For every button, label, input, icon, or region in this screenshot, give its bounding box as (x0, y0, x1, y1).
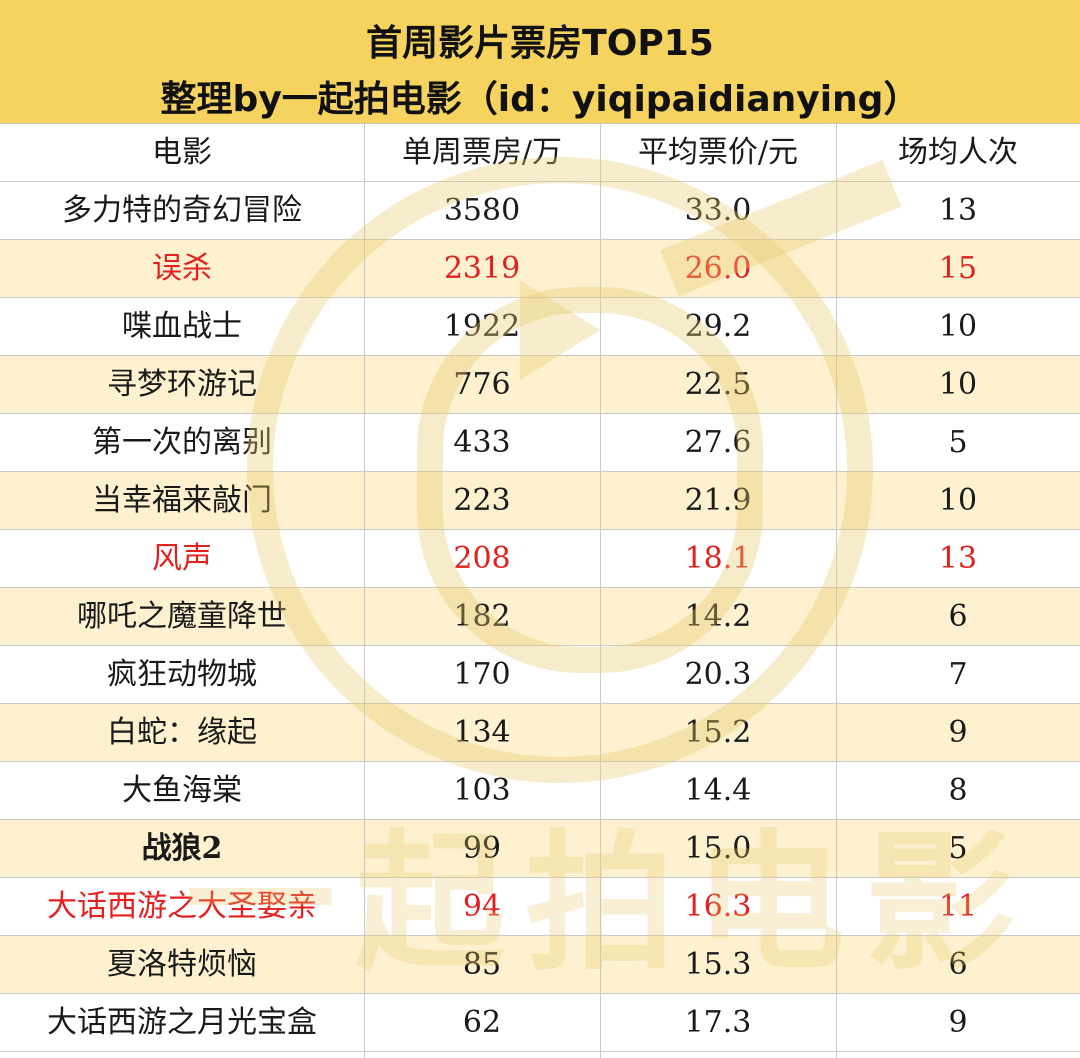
table-cell: 29.2 (684, 309, 752, 344)
table-cell: 62 (462, 1005, 502, 1040)
table-cell: 大话西游之大圣娶亲 (47, 889, 317, 924)
column-divider (600, 124, 601, 1058)
table-row: 喋血战士 1922 29.2 10 (0, 298, 1080, 356)
table-cell: 第一次的离别 (92, 425, 272, 460)
table-cell: 182 (453, 599, 511, 634)
table-row: 大话西游之大圣娶亲 94 16.3 11 (0, 878, 1080, 936)
table-cell: 3580 (443, 193, 521, 228)
table-cell: 大话西游之月光宝盒 (47, 1005, 317, 1040)
table-cell: 94 (462, 889, 502, 924)
table-row: 夏洛特烦恼 85 15.3 6 (0, 936, 1080, 994)
table-cell: 15 (938, 251, 978, 286)
table-cell: 11 (938, 889, 978, 924)
table-cell: 26.0 (684, 251, 752, 286)
table-cell: 14.4 (684, 773, 752, 808)
table-cell: 夏洛特烦恼 (107, 947, 257, 982)
table-cell: 776 (453, 367, 511, 402)
table-row: 白蛇：缘起 134 15.2 9 (0, 704, 1080, 762)
column-divider (364, 124, 365, 1058)
table-cell: 风声 (152, 541, 212, 576)
table-cell: 13 (938, 541, 978, 576)
table-cell: 大鱼海棠 (122, 773, 242, 808)
table-row: 哪吒之魔童降世 182 14.2 6 (0, 588, 1080, 646)
table-row: 当幸福来敲门 223 21.9 10 (0, 472, 1080, 530)
table-cell: 15.0 (684, 831, 752, 866)
table-cell: 7 (948, 657, 968, 692)
table-cell: 14.2 (684, 599, 752, 634)
table-cell: 223 (453, 483, 511, 518)
table-cell: 18.1 (684, 541, 752, 576)
table-row: 第一次的离别 433 27.6 5 (0, 414, 1080, 472)
table-cell: 20.3 (684, 657, 752, 692)
table-cell: 1922 (443, 309, 521, 344)
table-cell: 99 (462, 831, 502, 866)
table-cell: 寻梦环游记 (107, 367, 257, 402)
table-cell: 白蛇：缘起 (107, 715, 257, 750)
table-cell: 22.5 (684, 367, 752, 402)
table-cell: 5 (948, 425, 968, 460)
table-cell: 15.2 (684, 715, 752, 750)
table-title-bar: 首周影片票房TOP15 整理by一起拍电影（id：yiqipaidianying… (0, 0, 1080, 124)
column-header: 单周票房/万 (401, 135, 563, 170)
table-cell: 8 (948, 773, 968, 808)
table-cell: 103 (453, 773, 511, 808)
table-row: 多力特的奇幻冒险 3580 33.0 13 (0, 182, 1080, 240)
table-cell: 170 (453, 657, 511, 692)
table-cell: 433 (453, 425, 511, 460)
table-cell: 哪吒之魔童降世 (77, 599, 287, 634)
table-cell: 2319 (443, 251, 521, 286)
table-cell: 10 (938, 483, 978, 518)
table-cell: 战狼2 (141, 831, 223, 866)
table-cell: 10 (938, 309, 978, 344)
table-cell: 当幸福来敲门 (92, 483, 272, 518)
table-cell: 21.9 (684, 483, 752, 518)
table-row: 寻梦环游记 776 22.5 10 (0, 356, 1080, 414)
table-cell: 15.3 (684, 947, 752, 982)
table-cell: 10 (938, 367, 978, 402)
table-row: 大话西游之月光宝盒 62 17.3 9 (0, 994, 1080, 1052)
table-subtitle: 整理by一起拍电影（id：yiqipaidianying） (160, 79, 920, 120)
table-cell: 5 (948, 831, 968, 866)
table-cell: 6 (948, 599, 968, 634)
table-title: 首周影片票房TOP15 (366, 23, 714, 64)
table-header-row: 电影 单周票房/万 平均票价/元 场均人次 (0, 124, 1080, 182)
table-cell: 208 (453, 541, 511, 576)
table-cell: 17.3 (684, 1005, 752, 1040)
table-row: 误杀 2319 26.0 15 (0, 240, 1080, 298)
table-cell: 疯狂动物城 (107, 657, 257, 692)
table-cell: 85 (462, 947, 502, 982)
table-row: 疯狂动物城 170 20.3 7 (0, 646, 1080, 704)
table-cell: 13 (938, 193, 978, 228)
table-cell: 误杀 (152, 251, 212, 286)
table-cell: 27.6 (684, 425, 752, 460)
table-cell: 喋血战士 (122, 309, 242, 344)
table-row: 大鱼海棠 103 14.4 8 (0, 762, 1080, 820)
table-cell: 9 (948, 715, 968, 750)
table-row: 风声 208 18.1 13 (0, 530, 1080, 588)
table-cell: 33.0 (684, 193, 752, 228)
table-cell: 6 (948, 947, 968, 982)
column-header: 平均票价/元 (637, 135, 799, 170)
table-cell: 16.3 (684, 889, 752, 924)
column-header: 电影 (152, 135, 212, 170)
table-cell: 134 (453, 715, 511, 750)
column-divider (836, 124, 837, 1058)
table-cell: 9 (948, 1005, 968, 1040)
table-cell: 多力特的奇幻冒险 (62, 193, 302, 228)
column-header: 场均人次 (898, 135, 1018, 170)
table-row: 战狼2 99 15.0 5 (0, 820, 1080, 878)
